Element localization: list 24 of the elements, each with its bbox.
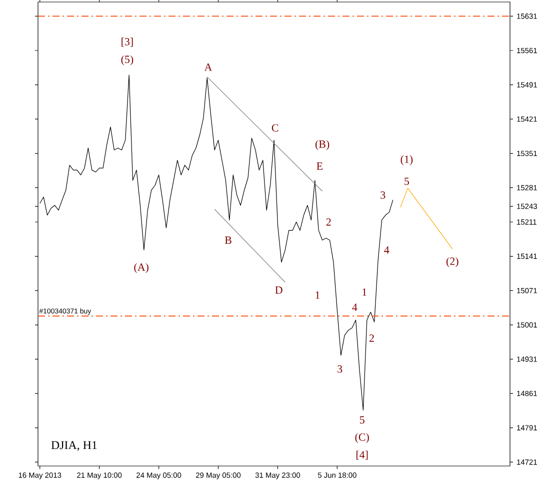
annotation: 2 (369, 334, 374, 342)
annotation: C (272, 124, 278, 132)
annotation: (A) (134, 263, 148, 274)
annotation: D (275, 286, 282, 294)
annotation: (2) (446, 257, 458, 268)
annotation: 5 (360, 416, 364, 424)
annotation: B (224, 236, 232, 244)
annotation: 4 (384, 246, 390, 254)
annotation: [4] (356, 450, 368, 460)
text: DJIA, H1 (51, 441, 97, 451)
annotation: (C) (355, 433, 369, 444)
annotation: 4 (352, 304, 358, 311)
annotation: E (316, 162, 323, 170)
annotation: A (204, 64, 212, 71)
annotation: 3 (380, 191, 386, 199)
annotation: 1 (362, 288, 366, 296)
annotation: [3] (122, 38, 133, 47)
annotation: 1 (316, 291, 320, 299)
annotation: 2 (326, 218, 331, 226)
annotation: (1) (400, 155, 413, 166)
annotation: 5 (404, 178, 409, 185)
annotation: (B) (316, 140, 330, 150)
annotation: 3 (338, 365, 342, 373)
annotation: (5) (121, 55, 134, 66)
